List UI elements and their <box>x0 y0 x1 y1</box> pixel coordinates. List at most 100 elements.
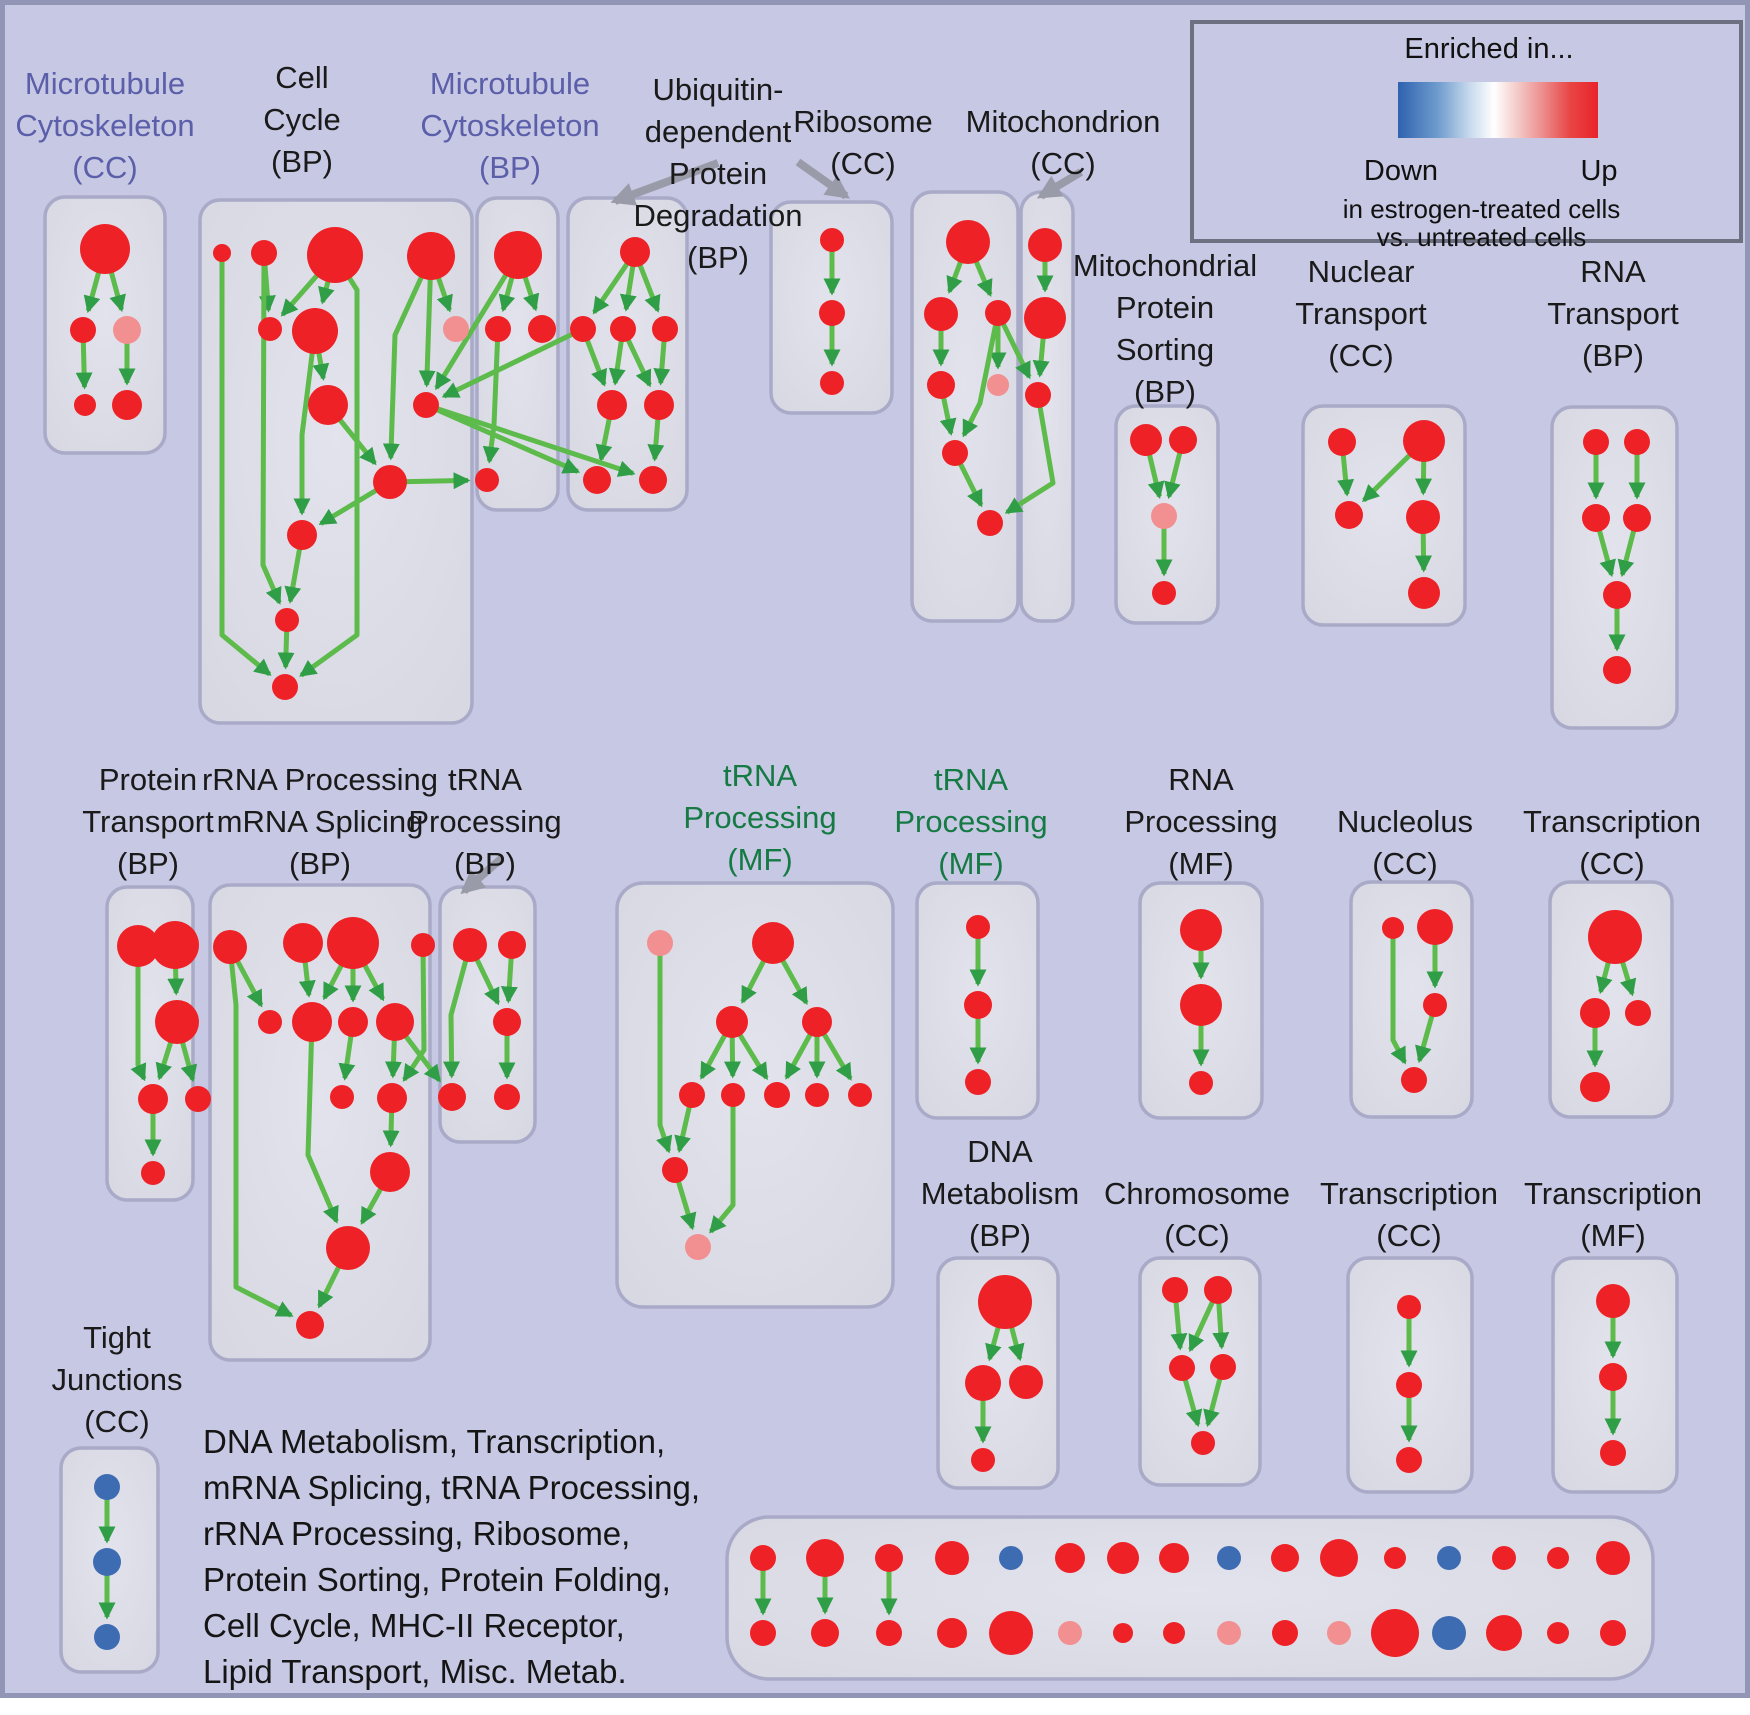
cross-cluster-edge <box>425 402 636 477</box>
cross-cluster-edge <box>1004 394 1056 515</box>
go-term-node <box>999 1546 1023 1570</box>
go-term-node <box>1625 1000 1651 1026</box>
go-term-node <box>679 1082 705 1108</box>
go-term-node <box>1152 581 1176 605</box>
go-term-node <box>112 390 142 420</box>
go-term-node <box>307 227 363 283</box>
go-term-node <box>296 1311 324 1339</box>
go-term-node <box>597 390 627 420</box>
go-term-node <box>1547 1547 1569 1569</box>
go-term-node <box>1191 1431 1215 1455</box>
go-term-node <box>411 933 435 957</box>
edge-trna-processing-mf-1 <box>708 1095 736 1234</box>
go-term-node <box>819 300 845 326</box>
edge-ribosome-cc <box>961 312 1001 438</box>
go-term-node <box>1403 420 1445 462</box>
misc-note-line: rRNA Processing, Ribosome, <box>203 1515 631 1552</box>
go-term-node <box>443 316 469 342</box>
go-term-node <box>327 917 379 969</box>
go-term-node <box>820 371 844 395</box>
go-term-node <box>494 1084 520 1110</box>
legend-title: Enriched in... <box>1404 33 1574 65</box>
go-term-node <box>639 466 667 494</box>
go-term-node <box>1204 1276 1232 1304</box>
go-term-node <box>1024 297 1066 339</box>
go-term-node <box>373 465 407 499</box>
go-term-node <box>1217 1546 1241 1570</box>
go-term-node <box>662 1157 688 1183</box>
legend-color-gradient-bar <box>1398 82 1598 138</box>
edge-cell-cycle-bp <box>260 252 282 605</box>
go-term-node <box>1583 429 1609 455</box>
go-term-node <box>413 392 439 418</box>
go-term-node <box>1397 1295 1421 1319</box>
go-term-node <box>1599 1363 1627 1391</box>
go-term-node <box>528 315 556 343</box>
go-term-node <box>806 1539 844 1577</box>
go-term-node <box>1406 500 1440 534</box>
go-term-node <box>805 1083 829 1107</box>
go-term-node <box>1437 1546 1461 1570</box>
go-term-node <box>1408 577 1440 609</box>
go-term-node <box>1210 1354 1236 1380</box>
go-term-node <box>251 240 277 266</box>
go-term-node <box>308 385 348 425</box>
box-rrna-processing-mrna-splicing-bp <box>208 883 432 1362</box>
go-term-node <box>752 922 794 964</box>
label-pointer-arrow <box>1036 168 1084 200</box>
go-term-node <box>275 608 299 632</box>
cross-cluster-edge <box>441 326 585 399</box>
box-chromosome-cc <box>1138 1256 1262 1487</box>
go-term-node <box>1025 382 1051 408</box>
go-term-node <box>644 390 674 420</box>
go-term-node <box>750 1620 776 1646</box>
go-term-node <box>685 1234 711 1260</box>
go-term-node <box>498 931 526 959</box>
go-term-node <box>1327 1621 1351 1645</box>
go-term-node <box>1396 1447 1422 1473</box>
edge-cell-cycle-bp <box>293 330 318 516</box>
go-term-node <box>977 510 1003 536</box>
go-term-node <box>1028 228 1062 262</box>
misc-note-line: Lipid Transport, Misc. Metab. <box>203 1653 627 1690</box>
go-term-node <box>978 1275 1032 1329</box>
go-term-node <box>1624 429 1650 455</box>
go-term-node <box>258 317 282 341</box>
go-term-node <box>1130 424 1162 456</box>
legend: Enriched in... Down Up in estrogen-treat… <box>1190 20 1743 252</box>
go-term-node <box>1320 1539 1358 1577</box>
go-term-node <box>93 1548 121 1576</box>
go-term-node <box>1189 1071 1213 1095</box>
go-term-node <box>438 1083 466 1111</box>
go-term-node <box>1423 993 1447 1017</box>
misc-note-line: mRNA Splicing, tRNA Processing, <box>203 1469 701 1506</box>
go-term-node <box>80 224 130 274</box>
go-term-node <box>117 925 159 967</box>
go-term-node <box>213 244 231 262</box>
go-term-node <box>1417 909 1453 945</box>
go-term-node <box>811 1619 839 1647</box>
go-term-node <box>652 316 678 342</box>
go-term-node <box>1582 504 1610 532</box>
go-term-node <box>1055 1543 1085 1573</box>
go-term-node <box>338 1007 368 1037</box>
go-term-node <box>946 220 990 264</box>
go-term-node <box>610 316 636 342</box>
go-term-node <box>1180 984 1222 1026</box>
go-term-node <box>1169 1355 1195 1381</box>
go-term-node <box>942 440 968 466</box>
misc-note-line: DNA Metabolism, Transcription, <box>203 1423 666 1460</box>
go-term-node <box>1107 1542 1139 1574</box>
go-term-node <box>935 1541 969 1575</box>
label-pointer-arrow <box>610 159 720 206</box>
go-term-node <box>1217 1621 1241 1645</box>
go-term-node <box>1547 1622 1569 1644</box>
go-term-node <box>971 1448 995 1472</box>
go-term-node <box>848 1083 872 1107</box>
go-term-node <box>213 930 247 964</box>
go-term-node <box>716 1006 748 1038</box>
go-term-node <box>965 1365 1001 1401</box>
go-term-node <box>750 1545 776 1571</box>
go-term-node <box>802 1007 832 1037</box>
go-term-node <box>453 928 487 962</box>
